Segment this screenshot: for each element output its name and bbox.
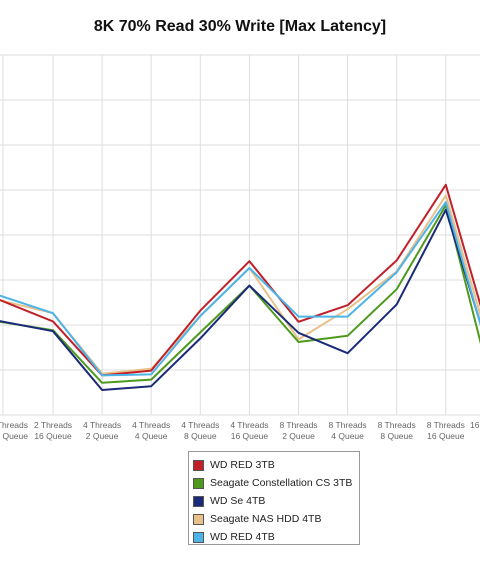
x-tick-label: 8 Threads [427,420,465,430]
x-tick-label: 4 Threads [230,420,268,430]
x-tick-label: 8 Threads [279,420,317,430]
legend-label: WD Se 4TB [210,495,266,507]
legend-swatch [193,513,204,525]
series-line-wd-se-4tb [0,208,480,391]
series-line-wd-red-4tb [0,201,480,377]
x-tick-label: 4 Threads [181,420,219,430]
x-tick-label: 2 Queue [86,431,119,441]
x-tick-label: 16 Queue [34,431,72,441]
legend-item: WD RED 4TB [193,528,359,546]
legend-swatch [193,531,204,543]
x-tick-label: 16 Queue [427,431,465,441]
legend-swatch [193,495,204,507]
x-tick-label: 4 Threads [132,420,170,430]
legend-label: WD RED 3TB [210,459,275,471]
x-tick-label: 4 Queue [135,431,168,441]
series-line-wd-red-3tb [0,183,480,377]
x-tick-label: 2 Queue [282,431,315,441]
chart-legend: WD RED 3TB Seagate Constellation CS 3TB WD… [188,451,360,545]
legend-item: WD Se 4TB [193,492,359,510]
x-tick-label: 8 Threads [378,420,416,430]
legend-swatch [193,477,204,489]
legend-item: WD RED 3TB [193,456,359,474]
legend-item: Seagate NAS HDD 4TB [193,510,359,528]
x-tick-label: 16 Queue [231,431,269,441]
x-tick-label-partial: 16 [470,420,480,430]
legend-label: Seagate Constellation CS 3TB [210,477,353,489]
legend-label: WD RED 4TB [210,531,275,543]
legend-swatch [193,459,204,471]
chart-series [0,183,480,391]
chart-title: 8K 70% Read 30% Write [Max Latency] [93,18,387,35]
legend-item: Seagate Constellation CS 3TB [193,474,359,492]
x-tick-label: 8 Queue [380,431,413,441]
x-tick-label: 4 Queue [331,431,364,441]
legend-label: Seagate NAS HDD 4TB [210,513,322,525]
chart-gridlines [0,54,480,416]
x-tick-label: 2 Threads [34,420,72,430]
x-tick-label-partial: Threads [0,420,28,430]
x-tick-label-partial: Queue [2,431,28,441]
x-tick-label: 8 Threads [329,420,367,430]
x-tick-label: 8 Queue [184,431,217,441]
x-tick-label: 4 Threads [83,420,121,430]
